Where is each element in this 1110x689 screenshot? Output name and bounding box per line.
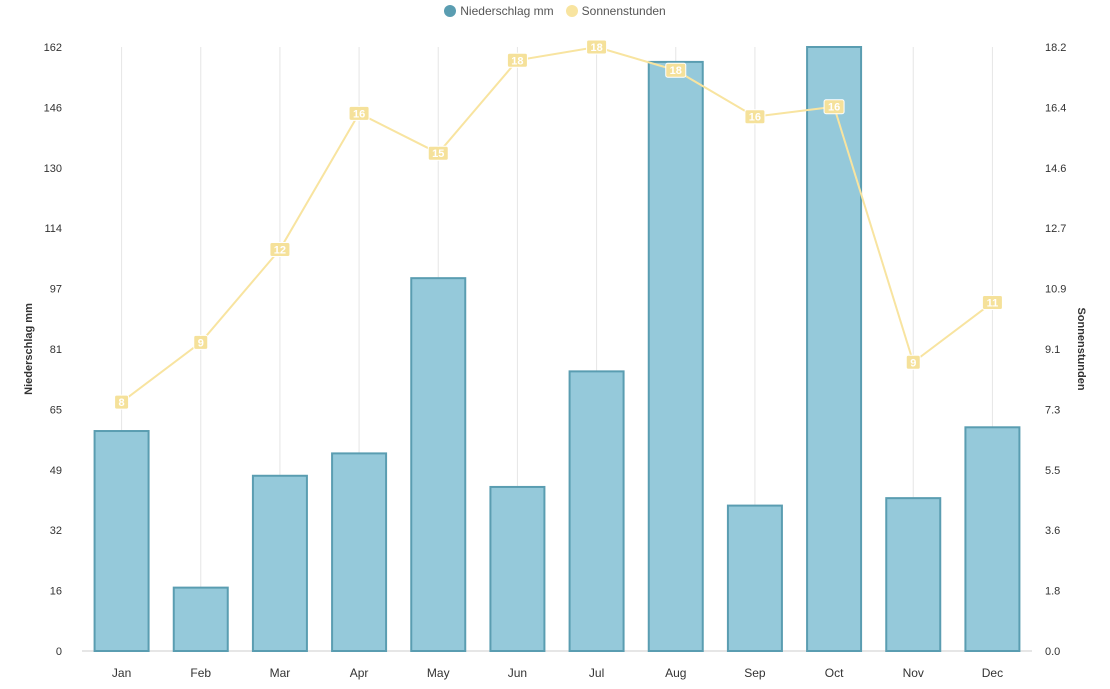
data-label: 16	[828, 102, 840, 114]
y-tick-label: 130	[44, 163, 62, 175]
x-tick-label: Dec	[982, 666, 1003, 680]
data-label-box	[981, 295, 1003, 311]
y2-tick-label: 3.6	[1045, 525, 1060, 537]
data-label-box	[744, 109, 766, 125]
y-tick-label: 146	[44, 102, 62, 114]
data-label-box	[348, 105, 370, 121]
y-tick-label: 114	[44, 223, 62, 235]
y2-tick-label: 18.2	[1045, 42, 1066, 54]
data-label-box	[114, 394, 130, 410]
y-axis-title: Niederschlag mm	[23, 303, 35, 395]
x-tick-label: Jan	[112, 666, 131, 680]
y-tick-label: 16	[50, 586, 62, 598]
data-label: 16	[353, 108, 365, 120]
y2-tick-label: 10.9	[1045, 284, 1066, 296]
data-label: 12	[274, 244, 286, 256]
bar-mar[interactable]	[251, 474, 308, 653]
data-label: 18	[670, 65, 682, 77]
x-tick-label: Feb	[190, 666, 211, 680]
bar-jul[interactable]	[568, 370, 625, 652]
y2-tick-label: 5.5	[1045, 465, 1060, 477]
x-tick-label: Apr	[350, 666, 369, 680]
y2-axis-title: Sonnenstunden	[1075, 307, 1087, 390]
legend-item-niederschlag[interactable]: Niederschlag mm	[444, 4, 554, 18]
x-tick-label: Jun	[508, 666, 527, 680]
data-label: 11	[987, 298, 999, 310]
y2-tick-label: 9.1	[1045, 344, 1060, 356]
x-tick-label: Aug	[665, 666, 686, 680]
bar-may[interactable]	[410, 277, 467, 652]
x-tick-label: Mar	[270, 666, 291, 680]
y2-tick-label: 12.7	[1045, 223, 1066, 235]
x-tick-label: Nov	[903, 666, 924, 680]
y-tick-label: 49	[50, 465, 62, 477]
bar-dec[interactable]	[964, 426, 1021, 652]
bar-nov[interactable]	[885, 497, 942, 652]
x-tick-label: May	[427, 666, 450, 680]
data-label-box	[586, 39, 608, 55]
legend-label-sonnenstunden: Sonnenstunden	[581, 4, 666, 18]
legend-item-sonnenstunden[interactable]: Sonnenstunden	[565, 4, 666, 18]
x-tick-label: Sep	[744, 666, 766, 680]
data-label-box	[269, 241, 291, 257]
data-label-box	[665, 62, 687, 78]
data-label-box	[905, 354, 921, 370]
y2-tick-label: 7.3	[1045, 404, 1060, 416]
data-label: 15	[432, 148, 444, 160]
y2-tick-label: 0.0	[1045, 646, 1060, 658]
bar-jan[interactable]	[93, 430, 150, 652]
bar-feb[interactable]	[172, 586, 229, 653]
bar-jun[interactable]	[489, 485, 546, 652]
bar-oct[interactable]	[806, 46, 863, 652]
y-tick-label: 97	[50, 284, 62, 296]
x-tick-label: Oct	[825, 666, 844, 680]
data-label: 16	[749, 112, 761, 124]
legend: Niederschlag mm Sonnenstunden	[0, 4, 1110, 18]
x-tick-label: Jul	[589, 666, 604, 680]
y-tick-label: 0	[56, 646, 62, 658]
data-label: 8	[119, 397, 125, 409]
data-label: 18	[590, 42, 602, 54]
data-label-box	[823, 99, 845, 115]
legend-swatch-sonnenstunden	[565, 5, 578, 17]
y-tick-label: 162	[44, 42, 62, 54]
data-label: 9	[910, 357, 916, 369]
data-label-box	[506, 52, 528, 68]
data-label-box	[427, 145, 449, 161]
y2-tick-label: 16.4	[1045, 102, 1066, 114]
bar-aug[interactable]	[647, 60, 704, 653]
data-label-box	[193, 334, 209, 350]
y-tick-label: 81	[50, 344, 62, 356]
y-tick-label: 65	[50, 404, 62, 416]
data-label: 9	[198, 337, 204, 349]
legend-swatch-niederschlag	[444, 5, 457, 17]
y2-tick-label: 1.8	[1045, 586, 1060, 598]
sonnenstunden-line	[120, 45, 994, 403]
bar-apr[interactable]	[331, 452, 388, 652]
y-tick-label: 32	[50, 525, 62, 537]
y2-tick-label: 14.6	[1045, 163, 1066, 175]
bar-sep[interactable]	[726, 504, 783, 652]
data-label: 18	[511, 55, 523, 67]
legend-label-niederschlag: Niederschlag mm	[460, 4, 554, 18]
